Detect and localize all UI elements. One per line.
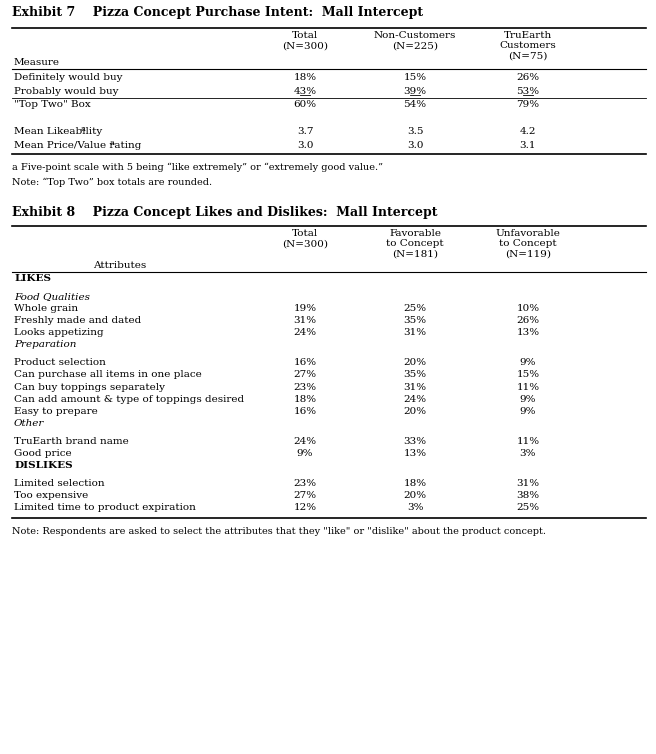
Text: 60%: 60% — [293, 100, 317, 109]
Text: 3.7: 3.7 — [297, 127, 314, 136]
Text: Can buy toppings separately: Can buy toppings separately — [14, 382, 165, 391]
Text: 23%: 23% — [293, 382, 317, 391]
Text: 35%: 35% — [403, 370, 426, 379]
Text: 23%: 23% — [293, 479, 317, 488]
Text: 33%: 33% — [403, 437, 426, 446]
Text: 31%: 31% — [516, 479, 540, 488]
Text: Whole grain: Whole grain — [14, 304, 78, 313]
Text: 13%: 13% — [516, 328, 540, 337]
Text: Mean Price/Value rating: Mean Price/Value rating — [14, 141, 142, 150]
Text: 18%: 18% — [403, 479, 426, 488]
Text: Easy to prepare: Easy to prepare — [14, 407, 98, 416]
Text: 16%: 16% — [293, 358, 317, 367]
Text: Product selection: Product selection — [14, 358, 106, 367]
Text: 16%: 16% — [293, 407, 317, 416]
Text: 25%: 25% — [403, 304, 426, 313]
Text: 9%: 9% — [520, 358, 536, 367]
Text: 79%: 79% — [516, 100, 540, 109]
Text: Can purchase all items in one place: Can purchase all items in one place — [14, 370, 202, 379]
Text: 19%: 19% — [293, 304, 317, 313]
Text: 10%: 10% — [516, 304, 540, 313]
Text: 9%: 9% — [520, 407, 536, 416]
Text: 18%: 18% — [293, 73, 317, 82]
Text: 53%: 53% — [516, 87, 540, 96]
Text: Non-Customers
(N=225): Non-Customers (N=225) — [374, 31, 456, 51]
Text: LIKES: LIKES — [14, 274, 51, 283]
Text: Limited selection: Limited selection — [14, 479, 104, 488]
Text: 24%: 24% — [403, 395, 426, 404]
Text: Limited time to product expiration: Limited time to product expiration — [14, 504, 196, 513]
Text: 24%: 24% — [293, 437, 317, 446]
Text: Can add amount & type of toppings desired: Can add amount & type of toppings desire… — [14, 395, 244, 404]
Text: 12%: 12% — [293, 504, 317, 513]
Text: DISLIKES: DISLIKES — [14, 461, 73, 470]
Text: Measure: Measure — [14, 58, 60, 67]
Text: 43%: 43% — [293, 87, 317, 96]
Text: 39%: 39% — [403, 87, 426, 96]
Text: Preparation: Preparation — [14, 341, 76, 350]
Text: Good price: Good price — [14, 449, 72, 458]
Text: Freshly made and dated: Freshly made and dated — [14, 316, 141, 325]
Text: Total
(N=300): Total (N=300) — [282, 229, 328, 248]
Text: 3%: 3% — [407, 504, 423, 513]
Text: 27%: 27% — [293, 370, 317, 379]
Text: 20%: 20% — [403, 358, 426, 367]
Text: 31%: 31% — [403, 382, 426, 391]
Text: Probably would buy: Probably would buy — [14, 87, 119, 96]
Text: Mean Likeability: Mean Likeability — [14, 127, 102, 136]
Text: 11%: 11% — [516, 437, 540, 446]
Text: 35%: 35% — [403, 316, 426, 325]
Text: 54%: 54% — [403, 100, 426, 109]
Text: 20%: 20% — [403, 491, 426, 500]
Text: a: a — [81, 125, 85, 133]
Text: 13%: 13% — [403, 449, 426, 458]
Text: Attributes: Attributes — [93, 261, 147, 270]
Text: 25%: 25% — [516, 504, 540, 513]
Text: Exhibit 8    Pizza Concept Likes and Dislikes:  Mall Intercept: Exhibit 8 Pizza Concept Likes and Dislik… — [12, 206, 438, 219]
Text: Total
(N=300): Total (N=300) — [282, 31, 328, 51]
Text: 27%: 27% — [293, 491, 317, 500]
Text: Favorable
to Concept
(N=181): Favorable to Concept (N=181) — [386, 229, 444, 259]
Text: Other: Other — [14, 419, 45, 428]
Text: 38%: 38% — [516, 491, 540, 500]
Text: a Five-point scale with 5 being “like extremely” or “extremely good value.”: a Five-point scale with 5 being “like ex… — [12, 163, 383, 173]
Text: 11%: 11% — [516, 382, 540, 391]
Text: 20%: 20% — [403, 407, 426, 416]
Text: Unfavorable
to Concept
(N=119): Unfavorable to Concept (N=119) — [495, 229, 560, 259]
Text: Exhibit 7    Pizza Concept Purchase Intent:  Mall Intercept: Exhibit 7 Pizza Concept Purchase Intent:… — [12, 6, 423, 19]
Text: 3.0: 3.0 — [297, 141, 314, 150]
Text: Too expensive: Too expensive — [14, 491, 89, 500]
Text: 9%: 9% — [297, 449, 314, 458]
Text: Note: Respondents are asked to select the attributes that they "like" or "dislik: Note: Respondents are asked to select th… — [12, 526, 546, 535]
Text: TruEarth
Customers
(N=75): TruEarth Customers (N=75) — [500, 31, 556, 61]
Text: TruEarth brand name: TruEarth brand name — [14, 437, 129, 446]
Text: Definitely would buy: Definitely would buy — [14, 73, 123, 82]
Text: Food Qualities: Food Qualities — [14, 292, 90, 301]
Text: 26%: 26% — [516, 316, 540, 325]
Text: 9%: 9% — [520, 395, 536, 404]
Text: 15%: 15% — [403, 73, 426, 82]
Text: 3%: 3% — [520, 449, 536, 458]
Text: 31%: 31% — [403, 328, 426, 337]
Text: 15%: 15% — [516, 370, 540, 379]
Text: 3.0: 3.0 — [407, 141, 423, 150]
Text: 3.1: 3.1 — [520, 141, 536, 150]
Text: "Top Two" Box: "Top Two" Box — [14, 100, 91, 109]
Text: a: a — [110, 139, 114, 147]
Text: Looks appetizing: Looks appetizing — [14, 328, 104, 337]
Text: 18%: 18% — [293, 395, 317, 404]
Text: Note: “Top Two” box totals are rounded.: Note: “Top Two” box totals are rounded. — [12, 178, 212, 187]
Text: 26%: 26% — [516, 73, 540, 82]
Text: 3.5: 3.5 — [407, 127, 423, 136]
Text: 31%: 31% — [293, 316, 317, 325]
Text: 24%: 24% — [293, 328, 317, 337]
Text: 4.2: 4.2 — [520, 127, 536, 136]
